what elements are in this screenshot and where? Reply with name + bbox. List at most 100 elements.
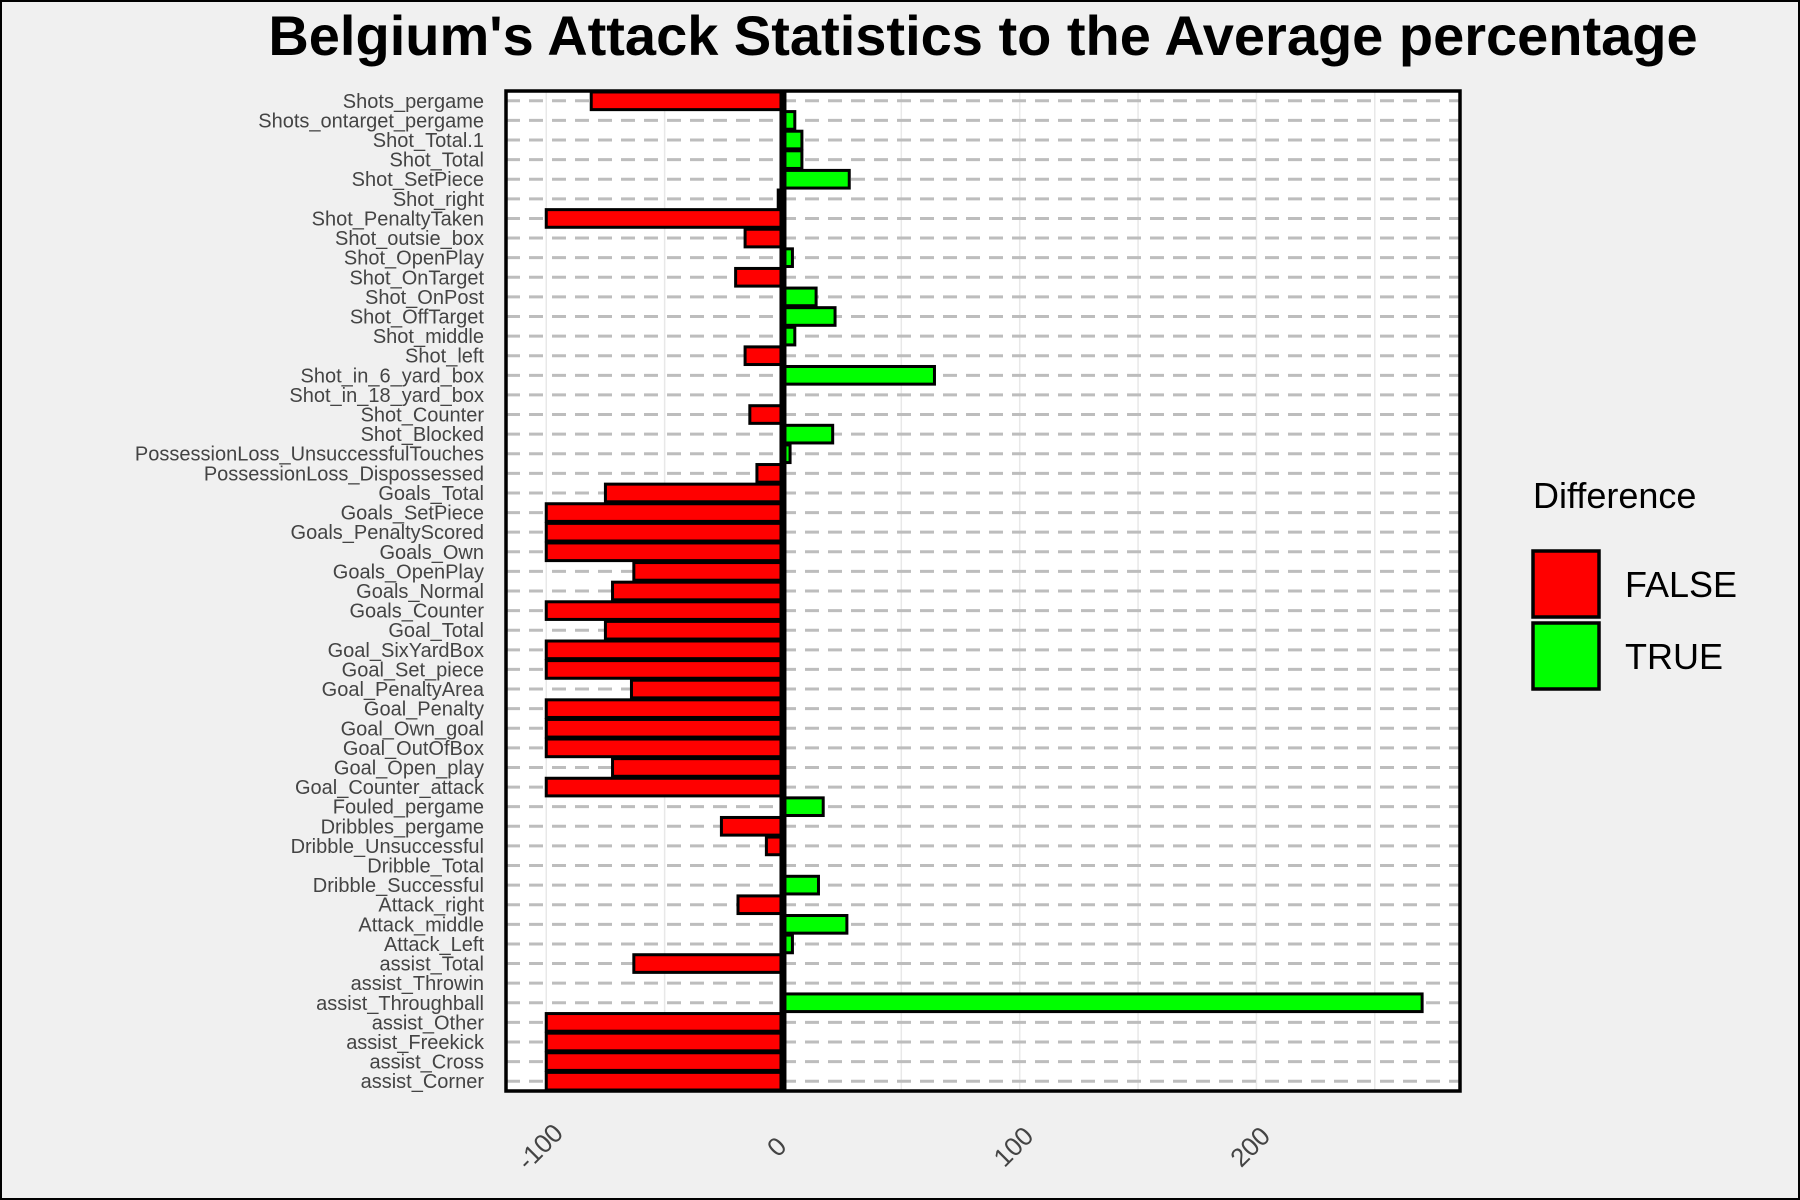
category-label: Attack_Left (384, 934, 485, 956)
bar-Goal_Counter_attack (544, 776, 785, 798)
category-label: Dribble_Unsuccessful (291, 836, 484, 858)
category-label: PossessionLoss_UnsuccessfulTouches (135, 444, 484, 466)
category-label: PossessionLoss_Dispossessed (204, 463, 484, 485)
bar-assist_Cross (544, 1051, 785, 1072)
category-label: Dribble_Total (367, 856, 484, 878)
legend-swatch (1531, 549, 1601, 619)
chart-title: Belgium's Attack Statistics to the Avera… (268, 4, 1697, 67)
bar-Goals_Own (544, 541, 785, 563)
bar-assist_Corner (544, 1070, 785, 1092)
category-label: Goal_PenaltyArea (322, 679, 485, 701)
category-label: Shot_OffTarget (350, 306, 485, 328)
category-label: Shots_ontarget_pergame (258, 110, 484, 132)
plot-border (504, 89, 1462, 1093)
category-label: Attack_middle (358, 914, 484, 936)
category-label: Goal_SixYardBox (328, 640, 484, 662)
category-label: Shot_middle (373, 326, 484, 348)
bar-Attack_right (736, 894, 785, 916)
bar-Shot_Blocked (781, 423, 835, 445)
category-label: Goal_Set_piece (342, 659, 484, 681)
bar-Shot_SetPiece (781, 168, 851, 190)
bar-Dribble_Successful (781, 874, 820, 896)
category-label: Goal_Counter_attack (295, 777, 485, 799)
bar-Goals_OpenPlay (632, 561, 785, 582)
bar-Fouled_pergame (781, 796, 825, 818)
category-label: Goal_OutOfBox (343, 738, 484, 760)
bar-Goals_Total (603, 482, 785, 504)
category-label: Shot_SetPiece (352, 169, 484, 191)
category-label: Dribble_Successful (313, 875, 484, 897)
category-label: assist_Cross (370, 1052, 484, 1074)
legend-label: FALSE (1625, 564, 1737, 605)
category-label: assist_Corner (361, 1071, 485, 1093)
category-label: Shot_right (393, 189, 485, 211)
bar-Shot_outsie_box (743, 227, 785, 249)
category-label: Goals_Total (378, 483, 484, 505)
category-label: Goals_Counter (349, 601, 484, 623)
category-label: Goals_SetPiece (341, 503, 484, 525)
legend-swatch (1531, 621, 1601, 691)
bar-Shot_Counter (748, 404, 785, 425)
category-label: Shot_Total (389, 150, 484, 172)
category-label: Attack_right (378, 895, 484, 917)
category-label: Shot_OnTarget (349, 267, 484, 289)
bar-Goal_OutOfBox (544, 737, 785, 759)
legend-label: TRUE (1625, 636, 1723, 677)
bar-assist_Total (632, 953, 785, 974)
bar-Attack_middle (781, 914, 849, 935)
bar-Goal_Penalty (544, 698, 785, 719)
bar-Goals_SetPiece (544, 502, 785, 523)
bar-Dribbles_pergame (719, 815, 785, 837)
category-label: Shot_Blocked (361, 424, 484, 446)
bar-Goals_Normal (611, 580, 785, 602)
bar-Goal_Own_goal (544, 717, 785, 739)
category-label: Goals_PenaltyScored (291, 522, 484, 544)
category-label: Shot_in_6_yard_box (301, 365, 484, 387)
category-label: assist_Total (380, 954, 485, 976)
bar-Goals_Counter (544, 600, 785, 621)
category-label: Goal_Open_play (334, 757, 484, 779)
bar-Shot_PenaltyTaken (544, 208, 785, 229)
bar-assist_Freekick (544, 1031, 785, 1053)
category-label: Shot_in_18_yard_box (289, 385, 484, 407)
bar-PossessionLoss_Dispossessed (755, 463, 785, 484)
bar-Goal_PenaltyArea (629, 678, 785, 700)
legend-title: Difference (1533, 475, 1696, 516)
category-label: assist_Throughball (316, 993, 484, 1015)
x-tick-label: 0 (761, 1131, 792, 1162)
category-label: Shot_Total.1 (373, 130, 484, 152)
category-label: Shot_Counter (361, 405, 485, 427)
category-label: Shots_pergame (343, 91, 484, 113)
category-label: assist_Other (372, 1012, 485, 1034)
category-label: Goal_Penalty (364, 699, 484, 721)
x-tick-label: -100 (511, 1118, 569, 1176)
category-label: assist_Throwin (351, 973, 484, 995)
bar-Shot_OnTarget (734, 266, 785, 288)
category-label: assist_Freekick (346, 1032, 485, 1054)
bar-assist_Other (544, 1012, 785, 1033)
bar-Goals_PenaltyScored (544, 521, 785, 543)
category-label: Shot_PenaltyTaken (312, 208, 484, 230)
x-tick-label: 100 (987, 1121, 1039, 1173)
bar-assist_Throughball (781, 992, 1424, 1014)
category-label: Dribbles_pergame (321, 816, 484, 838)
category-label: Fouled_pergame (333, 797, 484, 819)
category-label: Shot_OnPost (365, 287, 484, 309)
bar-Goal_SixYardBox (544, 639, 785, 661)
category-label: Goals_Normal (356, 581, 484, 603)
bar-Shots_pergame (589, 90, 785, 112)
category-label: Goals_Own (380, 542, 485, 564)
category-label: Shot_OpenPlay (344, 248, 484, 270)
x-tick-label: 200 (1224, 1121, 1276, 1173)
bar-Shot_in_6_yard_box (781, 364, 936, 386)
category-label: Goal_Own_goal (341, 718, 484, 740)
bar-Goal_Set_piece (544, 659, 785, 680)
bar-Shot_left (743, 345, 785, 367)
category-label: Goal_Total (388, 620, 484, 642)
category-label: Shot_outsie_box (335, 228, 484, 250)
bar-Shot_OffTarget (781, 306, 837, 327)
legend: Difference FALSE TRUE (1531, 475, 1737, 691)
category-label: Shot_left (405, 346, 484, 368)
category-label: Goals_OpenPlay (333, 561, 484, 583)
bar-Shot_OnPost (781, 286, 818, 308)
